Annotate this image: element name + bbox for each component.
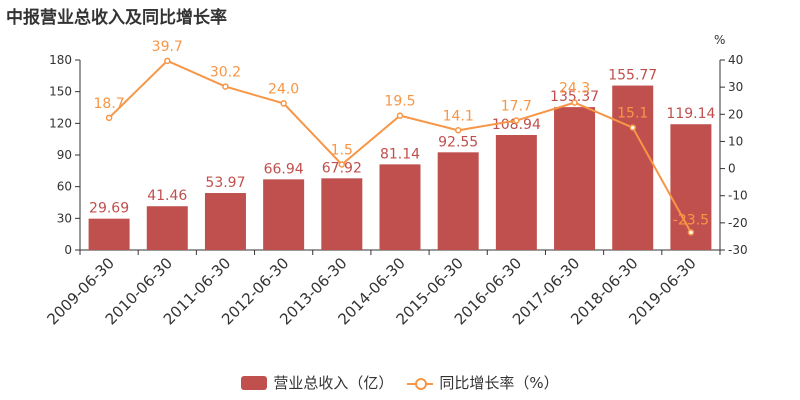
revenue-bar-label: 119.14 [666,106,715,122]
revenue-bar [379,164,421,250]
growth-point-label: 1.5 [331,143,353,159]
growth-point [629,124,636,131]
y-right-tick-label: 30 [728,80,743,94]
y-right-tick-label: -20 [728,216,748,230]
y-right-tick-label: 10 [728,134,743,148]
y-left-tick-label: 30 [57,211,72,225]
y-left-tick-label: 90 [57,148,72,162]
growth-point-label: 30.2 [210,65,241,81]
revenue-bar-label: 81.14 [380,146,420,162]
revenue-bar [146,206,188,250]
growth-point-label: 39.7 [152,39,183,55]
revenue-bar [670,124,712,250]
y-left-tick-label: 60 [57,180,72,194]
revenue-bar-label: 67.92 [322,160,362,176]
revenue-bar [495,135,537,250]
growth-point [222,83,229,90]
growth-point-label: 18.7 [94,96,125,112]
growth-point [454,127,462,134]
revenue-bar-label: 135.37 [550,89,599,105]
revenue-bar-label: 41.46 [147,188,187,204]
revenue-bar-label: 53.97 [205,175,245,191]
growth-point-label: -23.5 [673,212,709,228]
growth-point [105,114,113,122]
legend-line-swatch-icon [407,376,434,390]
y-right-unit-label: % [714,33,725,47]
revenue-bar [263,179,305,250]
y-right-tick-label: 20 [728,107,743,121]
revenue-bar [88,218,130,250]
revenue-bar [554,107,596,251]
growth-point-label: 24.0 [268,81,299,97]
growth-point-label: 24.3 [559,81,590,97]
growth-point-label: 19.5 [384,94,415,110]
revenue-bar-label: 92.55 [438,134,478,150]
legend-item-growth[interactable]: 同比增长率（%） [407,372,559,393]
revenue-bar-label: 66.94 [264,161,304,177]
growth-point-label: 17.7 [501,99,532,115]
revenue-bar [321,178,363,250]
revenue-bar [204,193,246,250]
chart-title: 中报营业总收入及同比增长率 [6,8,227,28]
y-right-tick-label: -10 [728,189,748,203]
legend-label-growth: 同比增长率（%） [439,374,559,392]
legend-item-revenue[interactable]: 营业总收入（亿） [241,372,393,393]
growth-point-label: 15.1 [617,106,648,122]
growth-point [513,117,520,124]
growth-point [280,100,287,107]
y-right-tick-label: 40 [728,53,743,67]
growth-point [687,229,695,236]
legend-bar-swatch-icon [241,375,268,390]
revenue-bar [612,85,654,250]
growth-point [164,57,171,65]
revenue-bar [437,152,479,250]
growth-point [396,112,404,119]
revenue-bar-label: 29.69 [89,201,129,217]
y-right-tick-label: 0 [728,162,736,176]
growth-point [571,99,578,106]
y-left-tick-label: 0 [64,243,72,257]
revenue-bar-label: 108.94 [492,117,541,133]
revenue-bar-label: 155.77 [608,68,657,84]
y-left-tick-label: 120 [49,116,72,130]
y-left-tick-label: 180 [49,53,72,67]
growth-point-label: 14.1 [443,108,474,124]
y-right-tick-label: -30 [728,243,748,257]
chart-legend[interactable]: 营业总收入（亿） 同比增长率（%） [0,372,800,393]
legend-label-revenue: 营业总收入（亿） [273,374,394,392]
growth-point [338,161,346,168]
y-left-tick-label: 150 [49,85,72,99]
